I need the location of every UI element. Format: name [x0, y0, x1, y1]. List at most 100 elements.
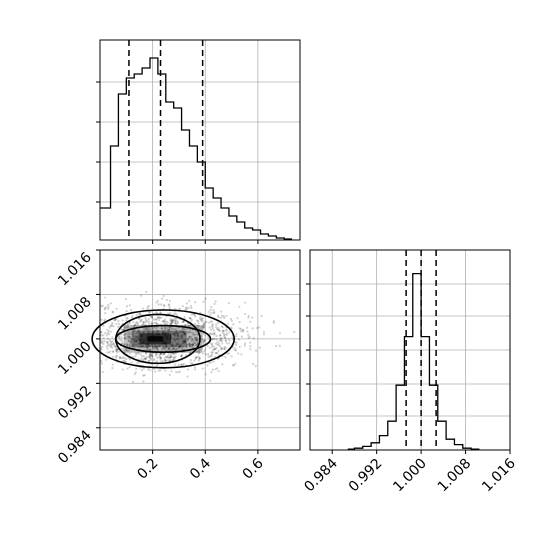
scatter-point	[140, 323, 144, 327]
scatter-point	[109, 330, 112, 333]
scatter-point	[210, 361, 213, 364]
scatter-point	[131, 316, 134, 319]
scatter-point	[113, 344, 116, 347]
scatter-point	[232, 323, 235, 326]
scatter-point	[139, 346, 142, 349]
scatter-point	[196, 350, 199, 354]
scatter-point	[124, 297, 128, 301]
scatter-point	[181, 330, 184, 334]
scatter-point	[194, 343, 198, 346]
scatter-point	[214, 351, 217, 355]
scatter-point	[196, 341, 199, 344]
scatter-point	[186, 327, 189, 331]
scatter-point	[132, 338, 135, 342]
scatter-point	[183, 334, 186, 337]
scatter-point	[152, 329, 155, 333]
scatter-point	[117, 336, 121, 339]
scatter-point	[130, 315, 134, 318]
scatter-point	[249, 345, 252, 348]
scatter-point	[116, 348, 119, 351]
scatter-point	[221, 314, 224, 317]
scatter-point	[168, 322, 172, 325]
scatter-point	[120, 333, 123, 336]
scatter-point	[156, 364, 159, 367]
scatter-point	[211, 342, 214, 345]
scatter-point	[202, 324, 206, 327]
scatter-point	[119, 339, 122, 342]
scatter-point	[106, 340, 109, 343]
histogram-param2	[347, 272, 480, 450]
scatter-point	[187, 337, 190, 341]
scatter-point	[186, 339, 189, 342]
scatter-point	[168, 303, 171, 306]
scatter-point	[146, 355, 149, 358]
scatter-point	[124, 332, 128, 335]
scatter-point	[113, 319, 116, 322]
scatter-point	[200, 318, 203, 321]
scatter-point	[140, 357, 143, 361]
scatter-point	[234, 347, 237, 350]
scatter-point	[220, 337, 223, 341]
scatter-point	[194, 301, 197, 304]
scatter-point	[172, 356, 176, 359]
scatter-point	[174, 307, 177, 310]
scatter-point	[208, 326, 211, 329]
scatter-point	[202, 340, 205, 344]
scatter-point	[182, 340, 186, 344]
scatter-point	[134, 335, 137, 338]
scatter-point	[173, 327, 176, 331]
scatter-point	[212, 360, 215, 363]
scatter-point	[168, 356, 171, 359]
scatter-point	[159, 352, 162, 356]
scatter-point	[131, 329, 134, 332]
scatter-point	[104, 332, 107, 335]
scatter-point	[190, 339, 193, 343]
scatter-point	[145, 318, 148, 322]
y-tick-label: 0.984	[55, 427, 95, 467]
scatter-point	[202, 324, 205, 327]
scatter-point	[169, 344, 172, 347]
scatter-point	[128, 352, 131, 355]
scatter-point	[103, 340, 106, 343]
scatter-point	[192, 334, 196, 337]
scatter-point	[213, 337, 216, 340]
scatter-point	[203, 323, 206, 326]
scatter-point	[173, 331, 177, 334]
scatter-point	[103, 308, 106, 311]
scatter-point	[123, 357, 126, 360]
scatter-point	[226, 322, 230, 325]
scatter-point	[239, 330, 243, 333]
scatter-point	[163, 322, 166, 325]
scatter-point	[175, 337, 178, 340]
scatter-point	[184, 323, 188, 326]
scatter-point	[249, 341, 252, 344]
scatter-point	[154, 353, 157, 357]
scatter-point	[178, 346, 181, 349]
scatter-point	[211, 324, 214, 327]
scatter-point	[234, 362, 237, 365]
scatter-point	[272, 321, 275, 324]
scatter-point	[131, 337, 134, 340]
scatter-point	[126, 343, 129, 347]
scatter-point	[167, 328, 170, 332]
scatter-point	[189, 345, 192, 348]
scatter-point	[139, 313, 142, 316]
scatter-point	[214, 347, 217, 351]
scatter-point	[163, 326, 166, 330]
scatter-point	[144, 357, 147, 360]
scatter-point	[155, 330, 158, 333]
scatter-point	[175, 330, 179, 333]
scatter-point	[112, 342, 115, 345]
scatter-point	[183, 340, 187, 343]
scatter-point	[128, 332, 131, 336]
scatter-point	[177, 346, 180, 349]
scatter-point	[135, 340, 138, 343]
scatter-point	[214, 342, 218, 345]
scatter-point	[111, 355, 115, 358]
scatter-point	[129, 338, 133, 341]
scatter-point	[110, 343, 113, 346]
scatter-point	[155, 322, 158, 325]
scatter-point	[173, 316, 176, 320]
scatter-point	[107, 351, 111, 354]
scatter-point	[194, 329, 197, 333]
